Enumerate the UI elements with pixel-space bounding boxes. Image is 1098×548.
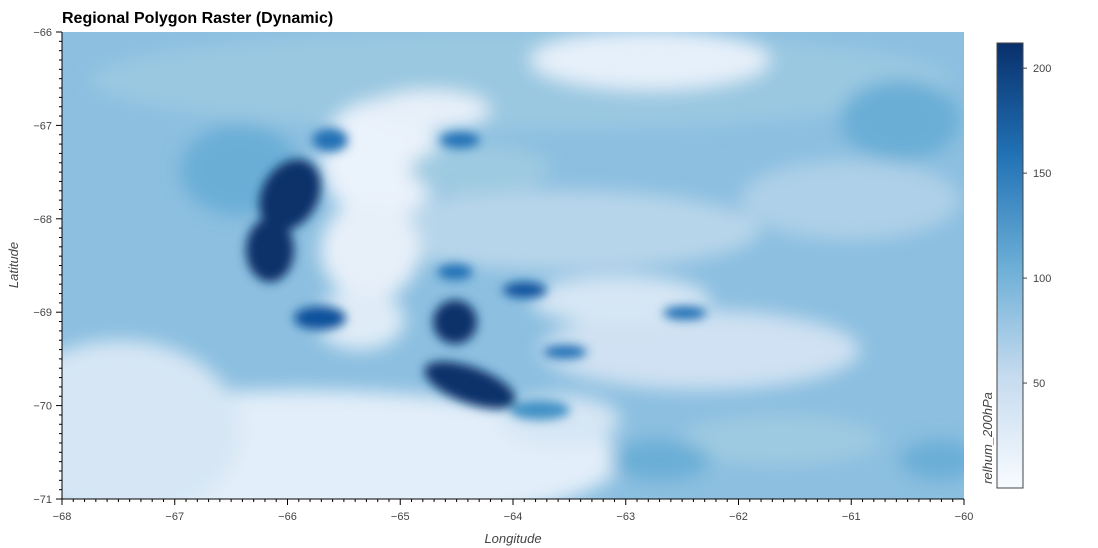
colorbar-tick-label: 100 xyxy=(1033,273,1051,285)
colorbar: 50 100 150 200 relhum_200hPa xyxy=(980,42,1051,489)
x-tick-label: −60 xyxy=(955,511,974,523)
y-tick-label: −69 xyxy=(33,307,52,319)
x-axis: −68 −67 −66 −65 −64 −63 −62 −61 −60 Longitude xyxy=(53,498,974,546)
y-tick-label: −71 xyxy=(33,494,52,506)
x-tick-label: −67 xyxy=(165,511,184,523)
colorbar-tick-label: 150 xyxy=(1033,168,1051,180)
y-tick-label: −67 xyxy=(33,120,52,132)
y-ticks: −66 −67 −68 −69 −70 −71 xyxy=(33,27,62,506)
x-ticks: −68 −67 −66 −65 −64 −63 −62 −61 −60 xyxy=(53,499,974,523)
colorbar-tick-label: 50 xyxy=(1033,378,1045,390)
x-tick-label: −62 xyxy=(729,511,748,523)
x-tick-label: −65 xyxy=(391,511,410,523)
y-tick-label: −68 xyxy=(33,214,52,226)
x-axis-title: Longitude xyxy=(484,531,541,546)
x-tick-label: −63 xyxy=(616,511,635,523)
colorbar-ticks: 50 100 150 200 xyxy=(1023,63,1051,390)
x-tick-label: −68 xyxy=(53,511,72,523)
colorbar-gradient xyxy=(996,42,1024,489)
x-tick-label: −66 xyxy=(278,511,297,523)
colorbar-tick-label: 200 xyxy=(1033,63,1051,75)
y-tick-label: −66 xyxy=(33,27,52,39)
y-axis-title: Latitude xyxy=(6,242,21,288)
y-tick-label: −70 xyxy=(33,401,52,413)
x-tick-label: −61 xyxy=(842,511,861,523)
colorbar-title: relhum_200hPa xyxy=(980,392,995,484)
x-tick-label: −64 xyxy=(504,511,523,523)
y-axis: −66 −67 −68 −69 −70 −71 Latitude xyxy=(6,27,63,506)
chart-title: Regional Polygon Raster (Dynamic) xyxy=(62,10,333,27)
raster-field xyxy=(62,32,964,499)
